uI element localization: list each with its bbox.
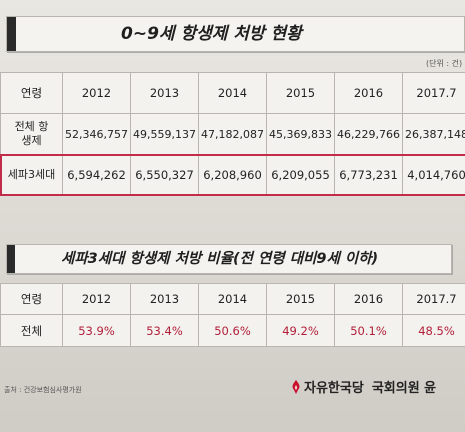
- header-cell: 연령: [0, 283, 63, 315]
- table-cell: 47,182,087: [198, 113, 267, 156]
- prescription-count-table: 연령 2012 2013 2014 2015 2016 2017.7 전체 항생…: [0, 72, 465, 196]
- table-row: 전체 53.9% 53.4% 50.6% 49.2% 50.1% 48.5%: [0, 314, 465, 347]
- title-accent-bar: [7, 17, 16, 51]
- unit-note: (단위 : 건): [426, 59, 463, 68]
- table-cell: 49,559,137: [130, 113, 199, 156]
- header-cell: 2015: [266, 283, 335, 315]
- row-label: 전체 항생제: [0, 113, 63, 156]
- header-cell: 2013: [130, 283, 199, 315]
- table-cell: 6,209,055: [266, 154, 335, 196]
- table-cell: 52,346,757: [62, 113, 131, 156]
- title-accent-bar: [7, 245, 15, 273]
- row-label: 세파3세대: [0, 154, 63, 196]
- table-cell: 4,014,760: [402, 154, 465, 196]
- table-header-row: 연령 2012 2013 2014 2015 2016 2017.7: [0, 72, 465, 114]
- row-label-text: 전체 항생제: [14, 120, 49, 147]
- table-cell: 6,773,231: [334, 154, 403, 196]
- table2-title-banner: 세파3세대 항생제 처방 비율(전 연령 대비9세 이하): [6, 244, 452, 274]
- header-cell: 2014: [198, 283, 267, 315]
- torch-flame-icon: [292, 380, 300, 394]
- party-logo: 자유한국당 국회의원 윤: [290, 377, 436, 397]
- table-cell: 48.5%: [402, 314, 465, 347]
- header-cell: 2016: [334, 72, 403, 114]
- table-cell: 6,550,327: [130, 154, 199, 196]
- header-cell: 2015: [266, 72, 335, 114]
- header-cell: 2012: [62, 283, 131, 315]
- table-header-row: 연령 2012 2013 2014 2015 2016 2017.7: [0, 283, 465, 315]
- header-cell: 2017.7: [402, 283, 465, 315]
- table-cell: 26,387,148: [402, 113, 465, 156]
- table-row: 전체 항생제 52,346,757 49,559,137 47,182,087 …: [0, 113, 465, 156]
- header-cell: 2014: [198, 72, 267, 114]
- table-cell: 50.6%: [198, 314, 267, 347]
- lawmaker-office: 국회의원 윤: [371, 381, 437, 396]
- table-cell: 49.2%: [266, 314, 335, 347]
- row-label: 전체: [0, 314, 63, 347]
- source-note: 출처 : 건강보험심사평가원: [4, 386, 82, 394]
- table1-title: 0~9세 항생제 처방 현황: [121, 24, 302, 44]
- header-cell: 2013: [130, 72, 199, 114]
- table-cell: 50.1%: [334, 314, 403, 347]
- table-cell: 6,594,262: [62, 154, 131, 196]
- header-cell: 2012: [62, 72, 131, 114]
- table1-title-banner: 0~9세 항생제 처방 현황: [6, 16, 465, 52]
- table-cell: 6,208,960: [198, 154, 267, 196]
- table-cell: 45,369,833: [266, 113, 335, 156]
- prescription-ratio-table: 연령 2012 2013 2014 2015 2016 2017.7 전체 53…: [0, 283, 465, 347]
- table-cell: 53.9%: [62, 314, 131, 347]
- header-cell: 2017.7: [402, 72, 465, 114]
- table-cell: 53.4%: [130, 314, 199, 347]
- header-cell: 연령: [0, 72, 63, 114]
- party-name: 자유한국당: [304, 381, 364, 396]
- table-row-highlighted: 세파3세대 6,594,262 6,550,327 6,208,960 6,20…: [0, 154, 465, 196]
- table2-title: 세파3세대 항생제 처방 비율(전 연령 대비9세 이하): [61, 251, 379, 267]
- header-cell: 2016: [334, 283, 403, 315]
- table-cell: 46,229,766: [334, 113, 403, 156]
